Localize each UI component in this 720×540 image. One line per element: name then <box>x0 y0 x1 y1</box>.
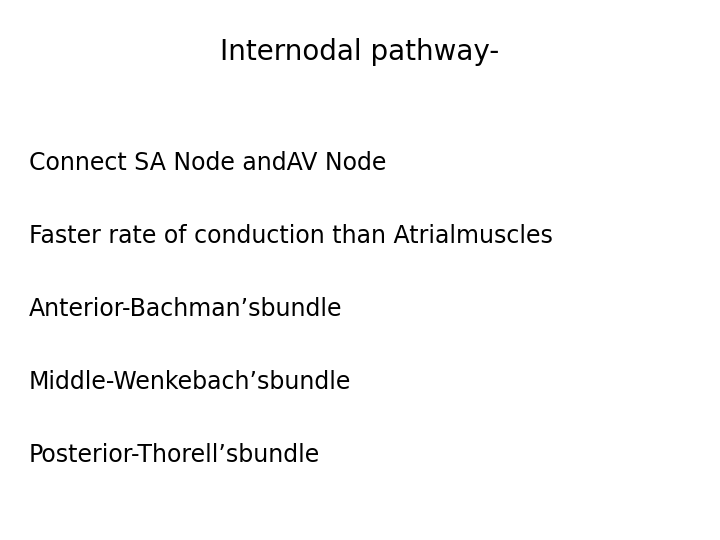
Text: Middle-Wenkebach’sbundle: Middle-Wenkebach’sbundle <box>29 370 351 394</box>
Text: Faster rate of conduction than Atrialmuscles: Faster rate of conduction than Atrialmus… <box>29 224 553 248</box>
Text: Posterior-Thorell’sbundle: Posterior-Thorell’sbundle <box>29 443 320 467</box>
Text: Internodal pathway-: Internodal pathway- <box>220 38 500 66</box>
Text: Connect SA Node andAV Node: Connect SA Node andAV Node <box>29 151 386 175</box>
Text: Anterior-Bachman’sbundle: Anterior-Bachman’sbundle <box>29 297 342 321</box>
